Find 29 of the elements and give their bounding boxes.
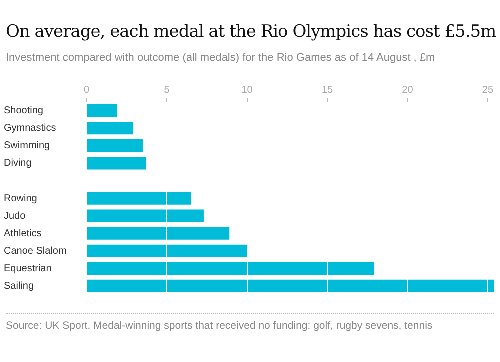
y-tick-label: Equestrian bbox=[4, 263, 52, 274]
bar bbox=[87, 227, 230, 240]
x-tick-label: 5 bbox=[164, 84, 170, 96]
chart-subtitle: Investment compared with outcome (all medals) for the Rio Games as of 14 August , £m bbox=[6, 52, 436, 64]
y-tick-label: Judo bbox=[4, 210, 26, 222]
bar bbox=[87, 192, 192, 205]
chart-title: On average, each medal at the Rio Olympics has cost £5.5m bbox=[6, 22, 496, 42]
y-tick-label: Sailing bbox=[4, 280, 34, 292]
x-tick-label: 10 bbox=[242, 84, 254, 96]
x-tick-label: 25 bbox=[482, 84, 494, 96]
y-tick-label: Rowing bbox=[4, 193, 38, 204]
x-tick-label: 20 bbox=[402, 84, 414, 96]
y-tick-label: Diving bbox=[4, 158, 32, 170]
x-tick-label: 0 bbox=[84, 84, 90, 96]
y-tick-label: Athletics bbox=[4, 228, 42, 240]
bar bbox=[87, 122, 134, 135]
bar bbox=[87, 262, 374, 275]
bar bbox=[87, 244, 248, 258]
y-tick-label: Gymnastics bbox=[4, 123, 56, 134]
bar bbox=[87, 157, 146, 170]
source-note: Source: UK Sport. Medal-winning sports that received no funding: golf, rugby sevens, tennis bbox=[6, 320, 433, 332]
bar bbox=[87, 104, 118, 118]
y-tick-label: Swimming bbox=[4, 140, 50, 152]
y-tick-label: Canoe Slalom bbox=[4, 246, 67, 257]
bar bbox=[87, 140, 143, 152]
bar bbox=[87, 210, 204, 222]
y-tick-label: Shooting bbox=[4, 106, 44, 117]
x-tick-label: 15 bbox=[322, 84, 334, 96]
bar bbox=[87, 280, 494, 293]
